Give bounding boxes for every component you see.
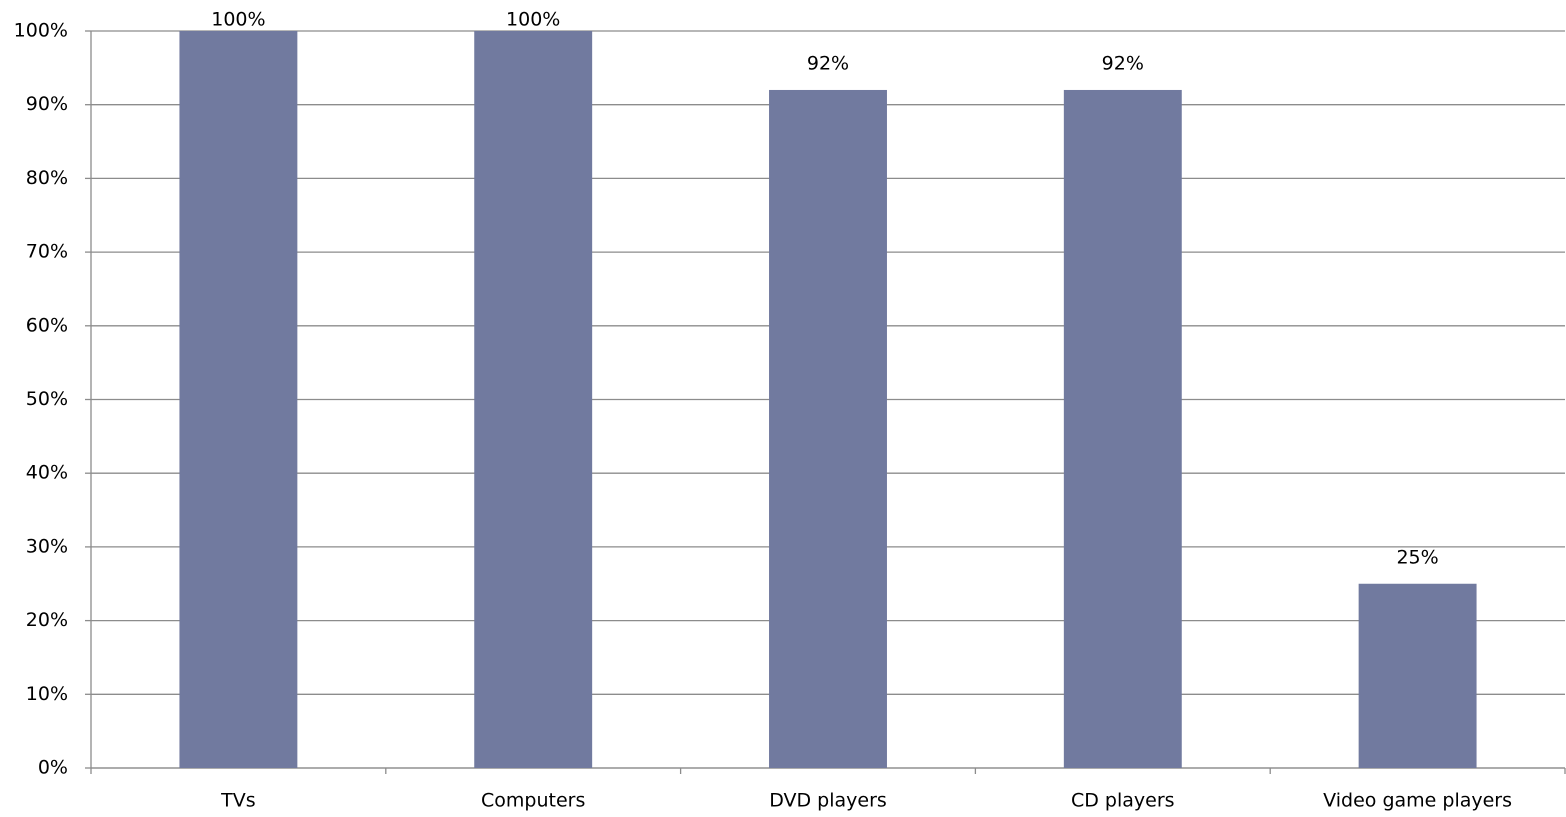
bar xyxy=(474,31,593,768)
value-label: 25% xyxy=(1396,546,1438,568)
x-tick-label: Computers xyxy=(481,790,585,812)
value-label: 100% xyxy=(506,9,560,31)
value-label: 100% xyxy=(211,9,265,31)
y-tick-label: 50% xyxy=(26,388,68,410)
bar xyxy=(1358,583,1477,768)
x-tick-label: DVD players xyxy=(769,790,887,812)
value-label: 92% xyxy=(1102,52,1144,74)
x-tick-label: Video game players xyxy=(1323,790,1512,812)
value-label: 92% xyxy=(807,52,849,74)
y-tick-label: 0% xyxy=(38,757,68,779)
x-tick-label: TVs xyxy=(220,790,256,812)
y-tick-label: 60% xyxy=(26,314,68,336)
y-tick-label: 30% xyxy=(26,535,68,557)
y-tick-label: 40% xyxy=(26,462,68,484)
y-tick-label: 70% xyxy=(26,241,68,263)
bar xyxy=(769,89,887,768)
bar xyxy=(1063,89,1182,768)
y-tick-label: 20% xyxy=(26,609,68,631)
y-tick-label: 10% xyxy=(26,683,68,705)
y-tick-label: 90% xyxy=(26,93,68,115)
y-tick-label: 100% xyxy=(14,20,68,42)
y-tick-label: 80% xyxy=(26,167,68,189)
x-tick-label: CD players xyxy=(1071,790,1175,812)
bar xyxy=(179,31,298,768)
